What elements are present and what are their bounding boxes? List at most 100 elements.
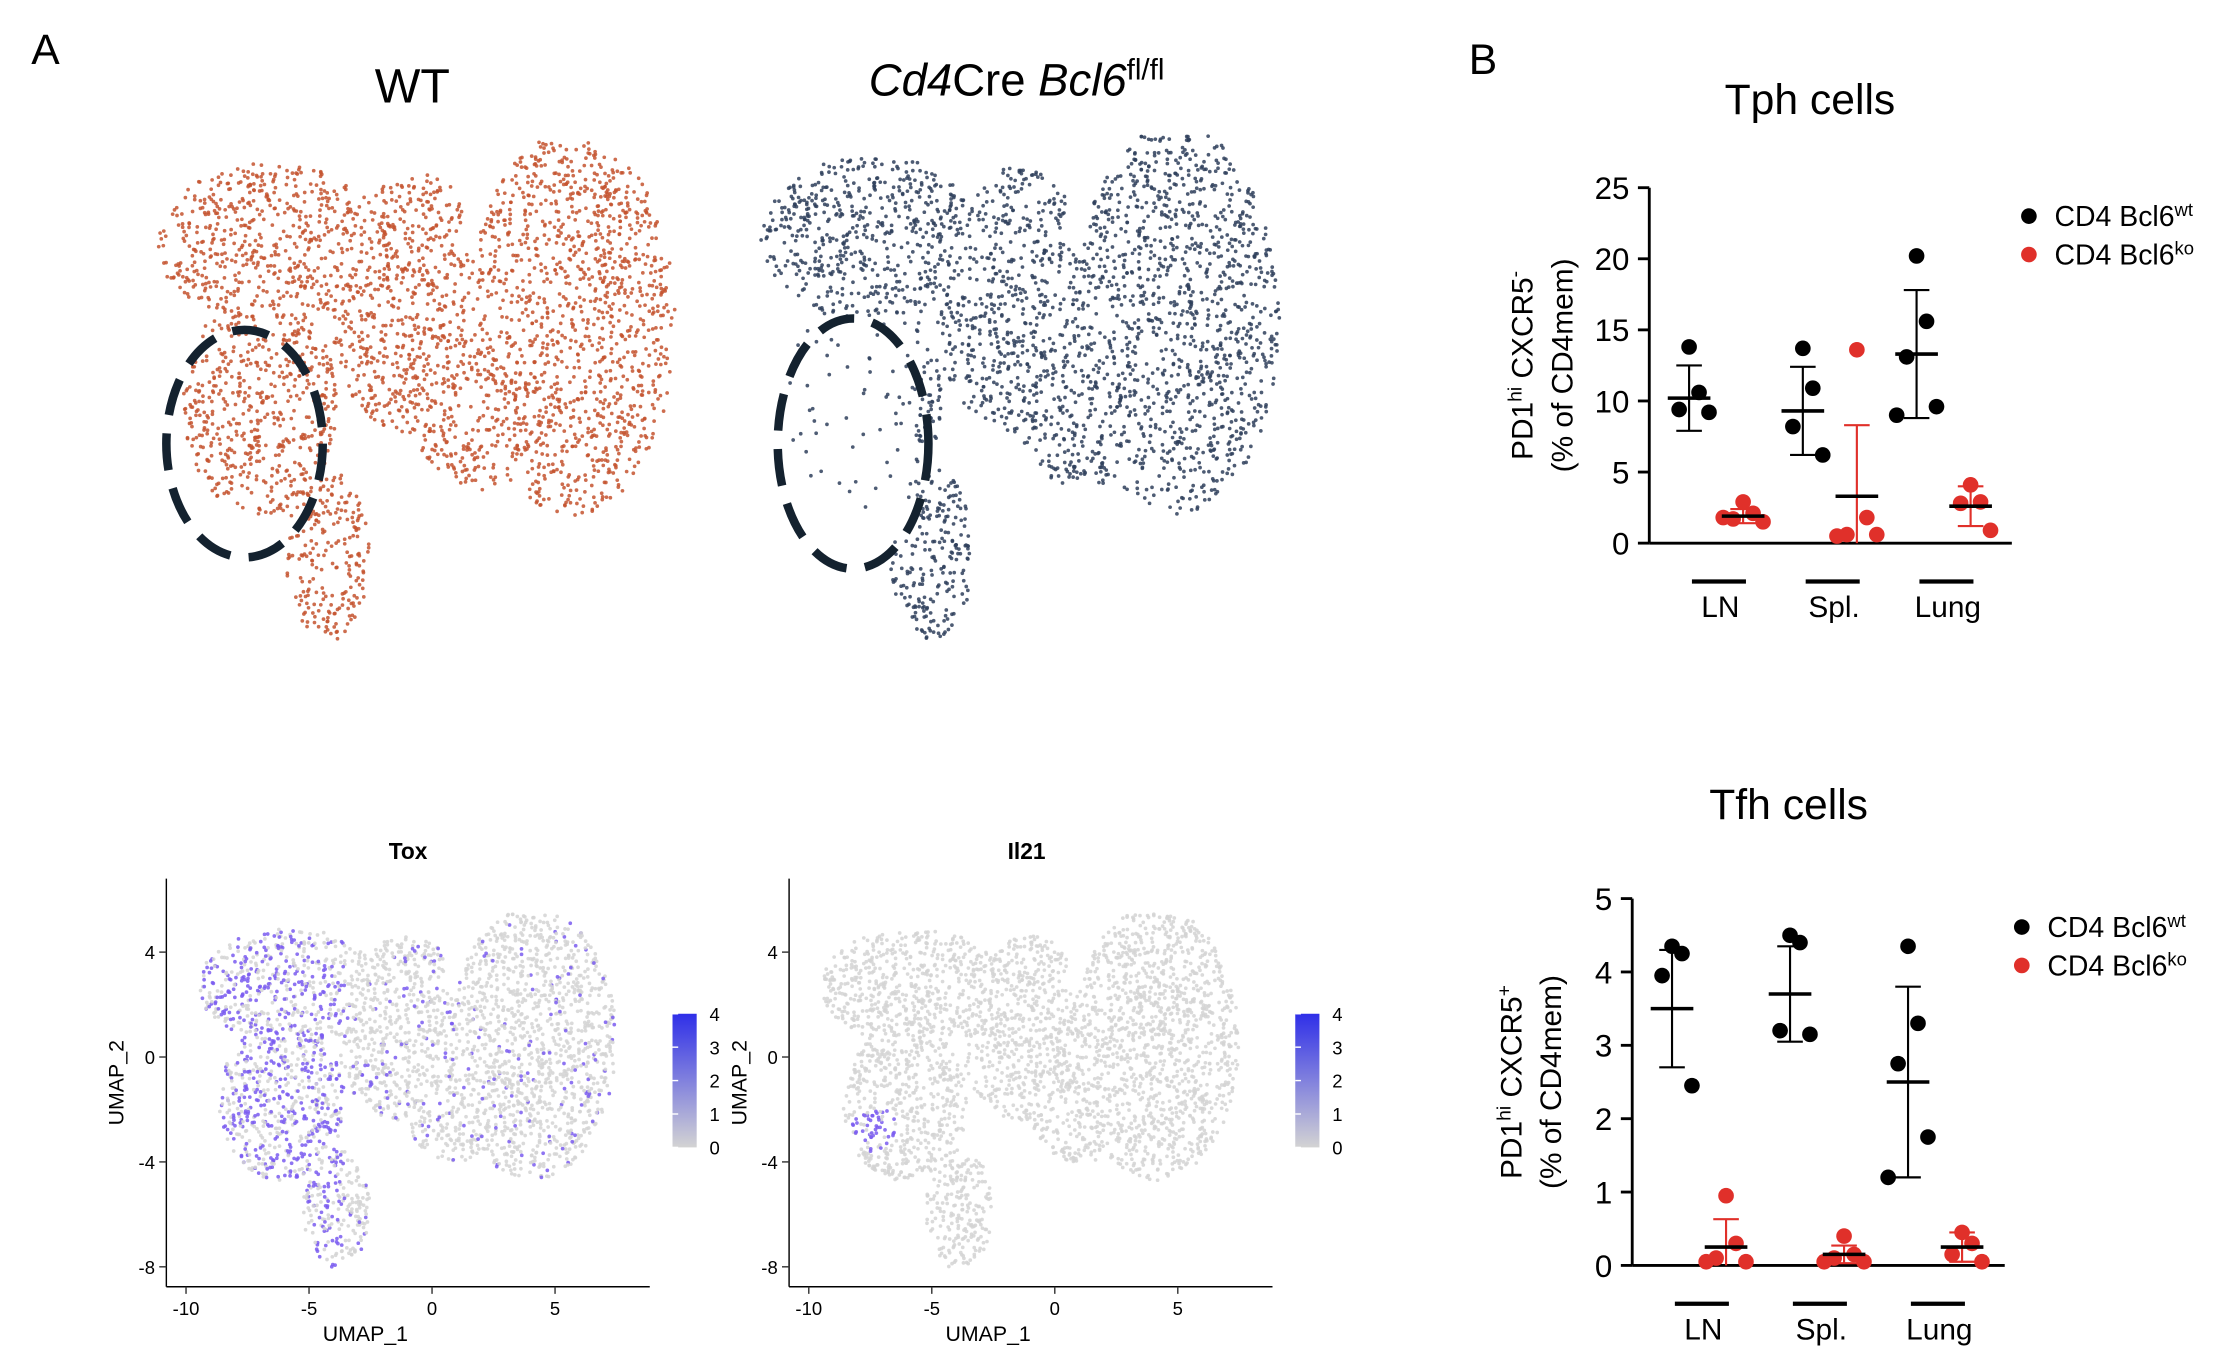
cell-dot: [221, 305, 226, 310]
cell-dot: [1207, 400, 1212, 405]
cell-dot: [625, 184, 630, 189]
cell-dot: [273, 400, 278, 405]
cell-dot: [329, 544, 334, 549]
cell-dot: [533, 360, 537, 364]
cell-dot: [1264, 364, 1268, 369]
cell-dot: [599, 165, 603, 169]
cell-dot: [247, 243, 252, 247]
cell-dot: [180, 225, 185, 230]
cell-dot: [316, 234, 321, 239]
cell-dot: [210, 178, 214, 182]
cell-dot: [552, 362, 557, 367]
cell-dot: [311, 282, 316, 287]
cell-dot: [1187, 225, 1192, 230]
cell-dot: [517, 318, 522, 323]
cell-dot: [444, 346, 449, 351]
cell-dot: [618, 308, 622, 312]
cell-dot: [410, 238, 415, 243]
cell-dot: [476, 428, 481, 433]
cell-dot: [382, 266, 387, 271]
cell-dot: [1128, 372, 1133, 377]
cell-dot: [1003, 354, 1007, 358]
cell-dot: [327, 441, 332, 446]
cell-dot: [550, 462, 555, 467]
cell-dot: [1049, 210, 1053, 215]
panel-label: A: [31, 26, 60, 74]
cell-dot: [549, 141, 554, 146]
cell-dot: [231, 349, 236, 354]
cell-dot: [252, 299, 257, 303]
cell-dot: [359, 314, 364, 318]
cell-dot: [222, 228, 227, 233]
cell-dot: [1041, 338, 1046, 343]
cell-dot: [435, 285, 439, 290]
cell-dot: [191, 278, 195, 283]
cell-dot: [528, 495, 533, 500]
cell-dot: [527, 382, 531, 386]
cell-dot: [247, 471, 251, 475]
cell-dot: [278, 364, 282, 368]
cell-dot: [897, 395, 902, 400]
cell-dot: [953, 360, 957, 365]
cell-dot: [408, 390, 413, 394]
cell-dot: [598, 180, 602, 185]
cell-dot: [506, 243, 511, 248]
cell-dot: [556, 228, 561, 233]
cell-dot: [381, 354, 386, 359]
cell-dot: [588, 369, 593, 374]
cell-dot: [545, 310, 550, 315]
cell-dot: [356, 507, 361, 512]
cell-dot: [1016, 335, 1021, 340]
cell-dot: [383, 346, 387, 351]
cell-dot: [1034, 399, 1039, 404]
cell-dot: [618, 219, 623, 224]
cell-dot: [1256, 345, 1261, 350]
cell-dot: [1163, 225, 1168, 229]
cell-dot: [333, 340, 338, 345]
cell-dot: [1257, 259, 1262, 263]
cell-dot: [476, 348, 481, 352]
cell-dot: [657, 373, 662, 378]
cell-dot: [619, 284, 624, 289]
cell-dot: [910, 249, 915, 254]
cell-dot: [517, 416, 521, 421]
cell-dot: [914, 423, 919, 428]
cell-dot: [558, 265, 563, 270]
cell-dot: [356, 503, 360, 508]
cell-dot: [318, 498, 323, 503]
cell-dot: [434, 345, 439, 350]
cell-dot: [479, 321, 483, 326]
cell-dot: [1006, 351, 1010, 356]
cell-dot: [1197, 251, 1202, 255]
cell-dot: [1077, 393, 1081, 398]
cell-dot: [184, 388, 189, 393]
cell-dot: [513, 371, 518, 375]
cell-dot: [452, 289, 457, 294]
cell-dot: [579, 309, 584, 314]
cell-dot: [1156, 285, 1161, 290]
cell-dot: [464, 476, 469, 481]
cell-dot: [218, 451, 223, 456]
cell-dot: [288, 234, 292, 239]
cell-dot: [230, 475, 234, 479]
cell-dot: [217, 347, 222, 352]
cell-dot: [250, 302, 255, 307]
cell-dot: [960, 592, 965, 596]
cell-dot: [613, 376, 618, 381]
cell-dot: [467, 361, 472, 365]
cell-dot: [322, 427, 327, 431]
cell-dot: [558, 321, 563, 326]
cell-dot: [273, 249, 277, 254]
cell-dot: [522, 195, 526, 200]
cell-dot: [1192, 217, 1197, 222]
cell-dot: [1082, 274, 1087, 279]
cell-dot: [593, 360, 598, 365]
cell-dot: [770, 218, 775, 223]
cell-dot: [616, 485, 621, 489]
cell-dot: [271, 177, 276, 182]
cell-dot: [235, 167, 240, 171]
cell-dot: [529, 371, 533, 376]
cell-dot: [285, 573, 290, 578]
cell-dot: [609, 202, 614, 207]
